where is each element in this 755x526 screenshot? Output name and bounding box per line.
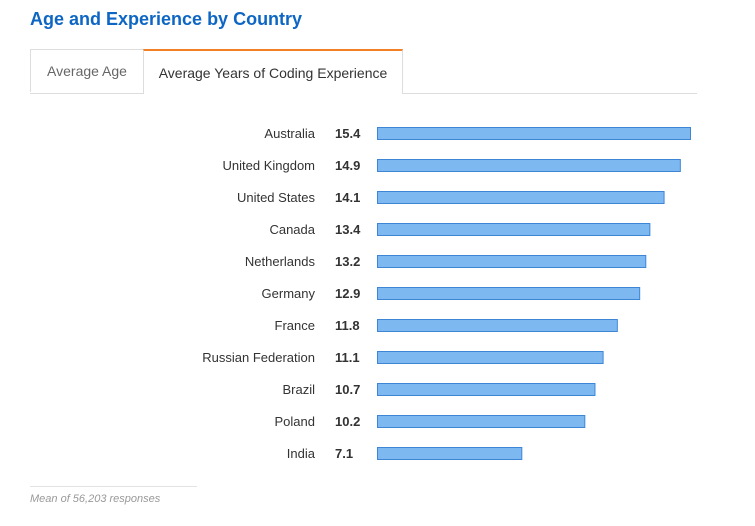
bar: [377, 255, 647, 268]
category-label: United Kingdom: [223, 158, 316, 173]
bar: [377, 351, 604, 364]
bar: [377, 383, 596, 396]
value-label: 13.4: [335, 222, 361, 237]
bar: [377, 287, 641, 300]
category-label: Australia: [264, 126, 315, 141]
tab-average-coding-experience[interactable]: Average Years of Coding Experience: [143, 49, 403, 94]
category-label: Brazil: [282, 382, 315, 397]
category-label: Canada: [269, 222, 315, 237]
value-label: 7.1: [335, 446, 353, 461]
bar: [377, 191, 665, 204]
tab-bar: Average Age Average Years of Coding Expe…: [30, 49, 697, 94]
category-label: France: [275, 318, 315, 333]
category-label: Poland: [275, 414, 315, 429]
bar: [377, 319, 618, 332]
chart-title: Age and Experience by Country: [30, 9, 303, 29]
category-label: Netherlands: [245, 254, 316, 269]
category-label: Germany: [262, 286, 316, 301]
footnote: Mean of 56,203 responses: [30, 493, 161, 505]
bar: [377, 159, 681, 172]
value-label: 14.9: [335, 158, 360, 173]
value-label: 10.2: [335, 414, 360, 429]
value-label: 15.4: [335, 126, 361, 141]
value-label: 13.2: [335, 254, 360, 269]
value-label: 14.1: [335, 190, 360, 205]
tab-average-age[interactable]: Average Age: [30, 49, 143, 92]
category-label: Russian Federation: [202, 350, 315, 365]
category-label: India: [287, 446, 316, 461]
bar: [377, 223, 651, 236]
value-label: 11.8: [335, 318, 360, 333]
bar: [377, 127, 691, 140]
value-label: 10.7: [335, 382, 360, 397]
bar: [377, 447, 523, 460]
footnote-divider: [30, 486, 197, 487]
category-label: United States: [237, 190, 316, 205]
value-label: 11.1: [335, 350, 360, 365]
value-label: 12.9: [335, 286, 360, 301]
bar: [377, 415, 586, 428]
